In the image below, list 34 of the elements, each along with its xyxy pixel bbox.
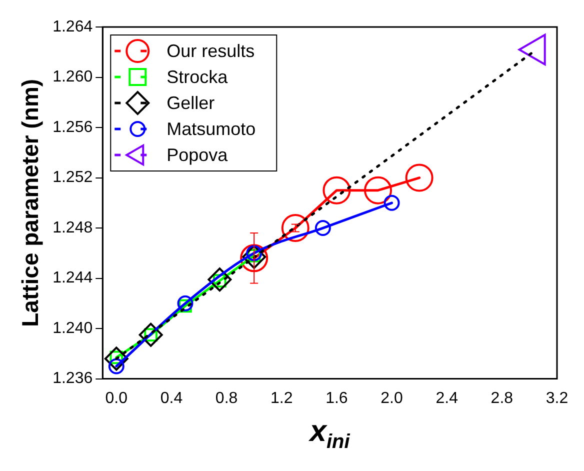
- y-tick-label: 1.264: [52, 18, 93, 36]
- point: [314, 220, 331, 236]
- point: [177, 295, 194, 312]
- point: [281, 214, 310, 242]
- x-tick-label: 0.8: [215, 390, 238, 407]
- legend-label: Geller: [166, 92, 215, 113]
- point: [138, 322, 163, 347]
- y-tick-label: 1.236: [52, 370, 93, 388]
- point: [405, 164, 434, 192]
- y-tick-label: 1.252: [52, 169, 93, 186]
- point: [104, 346, 128, 371]
- y-tick-label: 1.244: [52, 270, 93, 287]
- point: [178, 299, 192, 313]
- legend-label: Strocka: [166, 66, 229, 87]
- x-tick-label: 0.4: [160, 390, 183, 407]
- legend-label: Our results: [166, 40, 255, 61]
- point: [384, 194, 400, 211]
- x-tick-label: 1.6: [326, 390, 348, 407]
- legend-label: Matsumoto: [166, 118, 256, 139]
- point: [364, 176, 392, 204]
- legend-label: Popova: [166, 144, 229, 165]
- y-tick-label: 1.248: [52, 219, 93, 236]
- point: [208, 268, 232, 292]
- x-tick-label: 2.4: [436, 390, 458, 407]
- y-tick-label: 1.240: [52, 320, 93, 337]
- x-tick-label: 2.8: [490, 390, 514, 407]
- point: [322, 176, 351, 204]
- x-tick-label: 1.2: [270, 390, 293, 407]
- x-tick-label: 3.2: [546, 390, 568, 407]
- x-tick-label: 2.0: [380, 390, 403, 407]
- y-axis-title: Lattice parameter (nm): [17, 78, 44, 327]
- y-tick-label: 1.256: [52, 118, 93, 136]
- y-tick-label: 1.260: [52, 68, 93, 86]
- x-tick-label: 0.0: [105, 390, 128, 407]
